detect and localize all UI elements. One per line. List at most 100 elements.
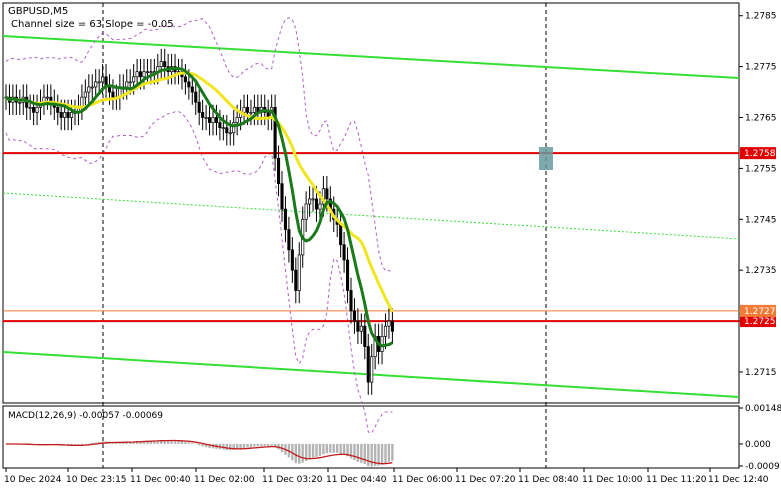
candle-body [83, 91, 87, 98]
macd-bar [208, 443, 211, 448]
x-tick-label: 11 Dec 07:20 [455, 475, 516, 485]
candle-body [201, 112, 205, 118]
macd-bar [336, 443, 339, 453]
macd-bar [97, 441, 101, 444]
candle-body [370, 356, 374, 383]
candle-body [390, 320, 394, 332]
candle-body [183, 76, 187, 83]
candle [214, 104, 219, 136]
y-tick-label: 1.2775 [745, 63, 777, 73]
candle [383, 313, 388, 350]
candle-body [187, 81, 191, 88]
candle-body [211, 117, 215, 123]
macd-bar [229, 443, 232, 451]
macd-bar [380, 443, 384, 465]
candle-body [339, 224, 343, 246]
macd-bar [115, 442, 118, 444]
macd-bar [260, 443, 263, 447]
candle-body [342, 244, 346, 261]
macd-bar [342, 443, 346, 455]
candle [277, 145, 281, 197]
macd-bar [256, 443, 260, 447]
x-tick-label: 11 Dec 00:40 [130, 475, 191, 485]
candle-body [69, 112, 74, 118]
candle [197, 89, 201, 126]
macd-bar [332, 443, 335, 453]
price-tag-bg [740, 147, 776, 160]
candle [287, 216, 291, 263]
macd-tick-label: 0.00148 [745, 404, 781, 414]
x-tick-label: 10 Dec 23:15 [66, 475, 127, 485]
macd-bar [304, 443, 308, 461]
moving-averages [5, 67, 394, 348]
channel-info: Channel size = 63 Slope = -0.05 [11, 19, 174, 30]
candle-body [197, 101, 201, 113]
macd-bar [204, 443, 208, 448]
candle-body [101, 76, 105, 83]
macd-bar [146, 440, 149, 444]
y-tick-label: 1.2735 [745, 266, 777, 276]
macd-bar [273, 443, 277, 448]
x-tick-label: 10 Dec 2024 [4, 475, 62, 485]
y-tick-label: 1.2765 [745, 114, 777, 124]
macd-bar [87, 443, 90, 445]
ma-fast-line [5, 67, 394, 348]
candle-body [252, 106, 256, 113]
macd-bar [367, 443, 370, 467]
x-tick-label: 11 Dec 06:00 [392, 475, 453, 485]
macd-bar [125, 441, 128, 444]
macd-bar [232, 443, 235, 450]
candle [297, 242, 301, 304]
macd-bar [346, 443, 349, 457]
candle-body [232, 122, 236, 134]
macd-bar [163, 440, 166, 444]
macd-bar [339, 443, 342, 454]
candle [366, 333, 370, 395]
macd-bar [118, 442, 122, 444]
candle-body [208, 117, 212, 123]
candle-body [304, 203, 308, 220]
macd-bar [353, 443, 356, 461]
x-tick-label: 11 Dec 10:00 [582, 475, 643, 485]
candle [28, 94, 32, 121]
band-upper [5, 17, 393, 272]
price-tag-bg [740, 315, 776, 328]
candle [349, 277, 353, 324]
x-tick-label: 11 Dec 08:40 [518, 475, 579, 485]
candle-body [94, 81, 98, 88]
macd-bar [139, 440, 142, 444]
band-lower [5, 111, 393, 434]
price-levels [3, 152, 739, 323]
macd-bar [180, 441, 184, 444]
candle [342, 232, 346, 273]
candle-body [221, 127, 225, 130]
candle-body [218, 122, 222, 129]
macd-bar [156, 440, 159, 444]
candle-body [383, 325, 388, 337]
macd-bar [94, 442, 97, 444]
macd-bar [325, 443, 329, 454]
candle-body [245, 106, 250, 113]
candle-body [225, 127, 229, 134]
macd-bar [294, 443, 297, 464]
candle [359, 313, 363, 344]
macd-bar [194, 443, 197, 445]
candle-body [363, 325, 367, 347]
candle [111, 79, 115, 110]
macd-bar [129, 441, 132, 444]
candle-body [308, 198, 312, 205]
macd-bar [301, 443, 304, 463]
macd-bar [201, 443, 204, 447]
candle-body [290, 249, 294, 271]
macd-bar [173, 440, 177, 444]
macd-bar [363, 443, 366, 465]
x-tick-label: 11 Dec 12:40 [708, 475, 769, 485]
candle-body [190, 86, 194, 93]
candle [370, 343, 374, 395]
macd-bar [225, 443, 228, 450]
macd-bar [373, 443, 377, 466]
x-tick-label: 11 Dec 04:40 [326, 475, 387, 485]
macd-bar [384, 443, 387, 464]
